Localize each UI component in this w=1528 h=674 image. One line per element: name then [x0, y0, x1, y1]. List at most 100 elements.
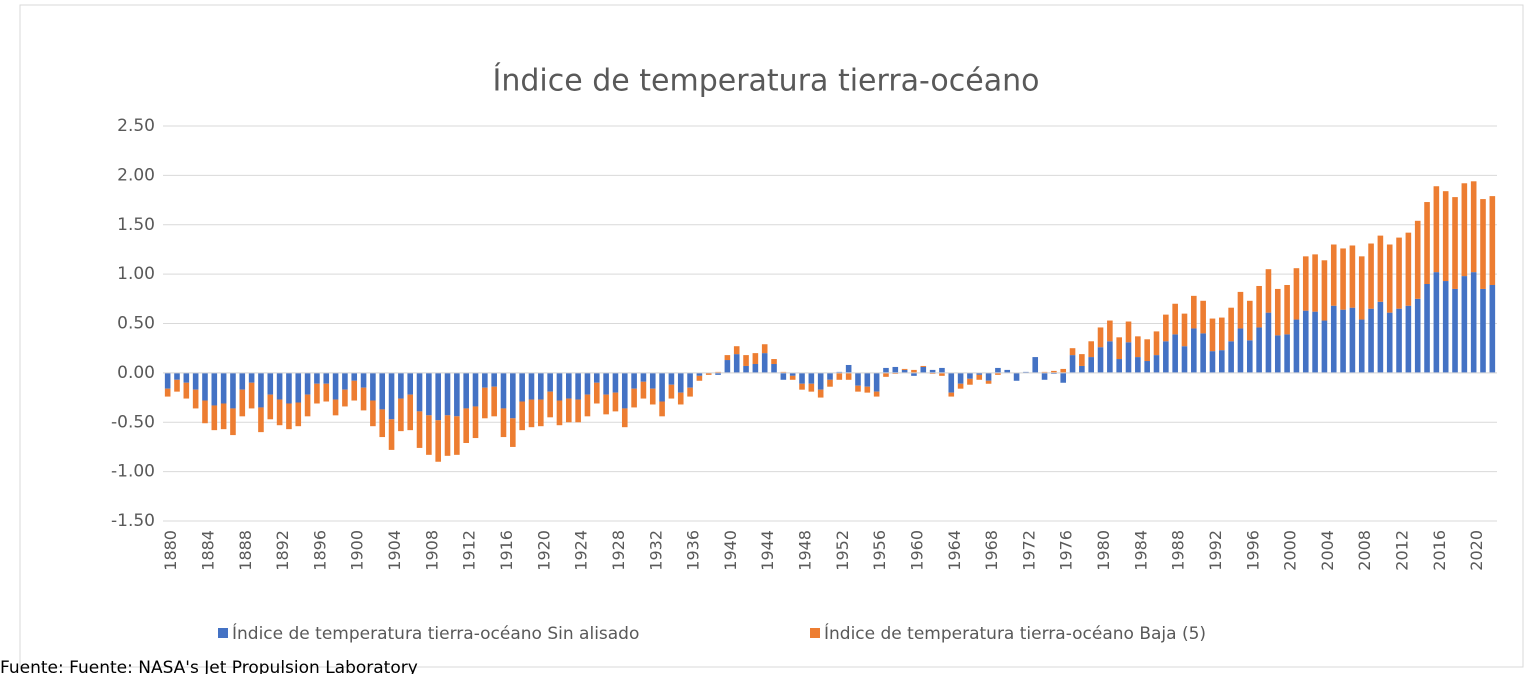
bar: [761, 353, 768, 373]
bar: [1069, 348, 1076, 356]
bar: [743, 355, 749, 366]
bar: [1386, 244, 1393, 313]
y-tick-label: 0.50: [117, 314, 155, 334]
bar: [640, 381, 647, 399]
bar: [1144, 339, 1150, 362]
bar: [538, 372, 544, 400]
bar: [183, 372, 190, 383]
bar: [1312, 311, 1318, 373]
bar: [771, 359, 777, 364]
bar: [761, 344, 768, 354]
bar: [258, 407, 264, 433]
bar: [1107, 320, 1113, 342]
bar: [1228, 307, 1234, 342]
bar: [463, 372, 469, 409]
bar: [1424, 202, 1430, 284]
bar: [1069, 355, 1076, 373]
bar: [901, 368, 908, 370]
bar: [1405, 232, 1412, 306]
bar: [1396, 308, 1402, 373]
bar: [640, 372, 647, 382]
bar: [1340, 309, 1346, 373]
bar: [1433, 186, 1440, 273]
bar: [1163, 314, 1169, 342]
bar: [976, 374, 983, 380]
bar: [1386, 312, 1393, 373]
bar: [883, 372, 889, 377]
bar: [1246, 300, 1253, 341]
bar: [1088, 357, 1095, 373]
bar: [855, 385, 861, 392]
bar: [743, 365, 749, 373]
bar: [491, 372, 497, 387]
bar: [211, 372, 218, 406]
bar: [696, 375, 703, 381]
x-tick-label: 1956: [870, 530, 889, 571]
bar: [1219, 350, 1225, 373]
bar: [957, 383, 964, 389]
bar: [668, 384, 675, 399]
x-tick-label: 1952: [833, 530, 852, 571]
bar: [472, 372, 479, 407]
bar: [332, 372, 339, 400]
bar: [575, 399, 581, 423]
bar: [230, 372, 236, 409]
bar: [192, 372, 199, 390]
bar: [677, 372, 684, 393]
bar: [649, 372, 656, 389]
bar: [164, 372, 171, 389]
bar: [1079, 365, 1085, 373]
bar: [1228, 341, 1234, 373]
bar: [1125, 321, 1132, 343]
x-tick-label: 1992: [1206, 530, 1225, 571]
bar: [920, 365, 927, 367]
source-note: Fuente: Fuente: NASA's Jet Propulsion La…: [0, 658, 418, 674]
bar: [827, 379, 833, 387]
bar: [174, 372, 180, 380]
bar: [192, 389, 199, 409]
x-tick-label: 1976: [1057, 530, 1076, 571]
bar: [845, 364, 852, 373]
x-tick-label: 1928: [609, 530, 628, 571]
x-tick-label: 2012: [1393, 530, 1412, 571]
y-tick-label: 0.00: [117, 363, 155, 383]
chart-frame: [19, 4, 1524, 668]
bar: [1349, 307, 1356, 373]
y-tick-label: 2.50: [117, 116, 155, 136]
bar: [752, 353, 759, 364]
bar: [1013, 372, 1020, 381]
x-tick-label: 1936: [684, 530, 703, 571]
bar: [239, 372, 246, 390]
bar: [1330, 244, 1337, 306]
bar: [1489, 196, 1496, 285]
x-tick-label: 1892: [273, 530, 292, 571]
chart-title: Índice de temperatura tierra-océano: [493, 63, 1040, 99]
bar: [985, 372, 992, 381]
bar: [1172, 303, 1178, 335]
bar: [202, 372, 208, 401]
bar: [314, 383, 320, 404]
legend-label: Índice de temperatura tierra-océano Baja…: [824, 622, 1206, 644]
bar: [547, 372, 553, 392]
bar: [1060, 368, 1067, 373]
bar: [1051, 370, 1057, 373]
bar: [827, 372, 833, 380]
bar: [1144, 361, 1150, 373]
bar: [1302, 310, 1309, 373]
bar: [1265, 269, 1272, 313]
bar: [593, 372, 600, 383]
x-tick-label: 2004: [1318, 530, 1337, 571]
bar: [1442, 281, 1449, 373]
bar: [202, 400, 208, 424]
x-tick-label: 2000: [1281, 530, 1300, 571]
bar: [883, 367, 889, 373]
bar: [724, 360, 731, 373]
x-tick-label: 1888: [236, 530, 255, 571]
bar: [211, 405, 218, 431]
bar: [444, 372, 451, 416]
x-tick-label: 1916: [497, 530, 516, 571]
bar: [1470, 272, 1477, 373]
bar: [1153, 355, 1160, 373]
bar: [1237, 328, 1244, 373]
bar: [1265, 312, 1272, 373]
